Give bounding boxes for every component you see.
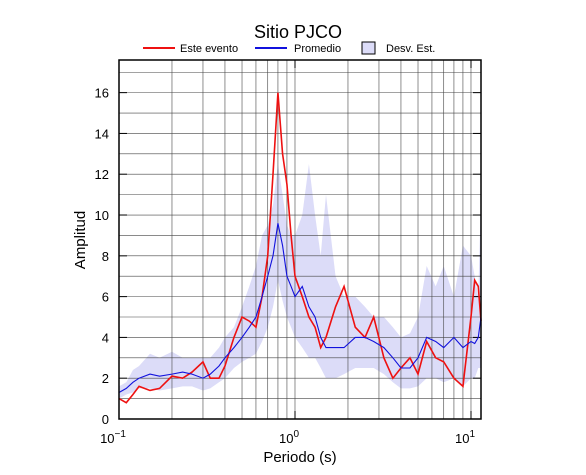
- legend-label: Desv. Est.: [386, 43, 435, 55]
- x-axis-label: Periodo (s): [263, 449, 336, 466]
- legend-label: Este evento: [180, 43, 238, 55]
- y-tick-label: 2: [102, 371, 109, 386]
- x-tick-base: 10: [455, 431, 469, 446]
- chart-title: Sitio PJCO: [254, 22, 342, 42]
- series-line: [118, 92, 482, 404]
- series-line: [118, 223, 482, 393]
- std-band: [119, 164, 481, 399]
- x-tick-base: 10: [279, 431, 293, 446]
- x-tick-exponent: −1: [115, 429, 127, 440]
- x-tick-label: 10−1: [100, 429, 126, 446]
- plot-frame: [118, 59, 482, 420]
- y-tick-label: 14: [95, 126, 109, 141]
- y-tick-label: 4: [102, 330, 109, 345]
- x-tick-exponent: 1: [469, 429, 475, 440]
- y-tick-label: 10: [95, 208, 109, 223]
- legend-swatch: [361, 41, 376, 55]
- x-tick-exponent: 0: [293, 429, 299, 440]
- y-axis-label: Amplitud: [72, 211, 89, 269]
- y-tick-label: 0: [102, 412, 109, 427]
- y-tick-label: 8: [102, 249, 109, 264]
- x-tick-label: 101: [455, 429, 475, 446]
- legend-label: Promedio: [294, 43, 341, 55]
- x-tick-base: 10: [100, 431, 114, 446]
- y-tick-label: 6: [102, 290, 109, 305]
- y-tick-label: 12: [95, 167, 109, 182]
- y-tick-label: 16: [95, 86, 109, 101]
- x-tick-label: 100: [279, 429, 299, 446]
